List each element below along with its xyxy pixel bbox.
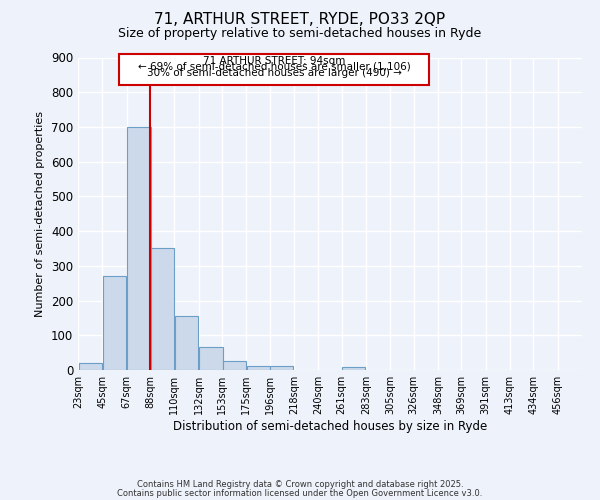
Bar	[342, 367, 365, 370]
Bar	[270, 366, 293, 370]
Bar	[79, 363, 102, 370]
Text: Contains public sector information licensed under the Open Government Licence v3: Contains public sector information licen…	[118, 488, 482, 498]
Bar	[199, 348, 223, 370]
Bar	[247, 366, 270, 370]
X-axis label: Distribution of semi-detached houses by size in Ryde: Distribution of semi-detached houses by …	[173, 420, 487, 433]
Bar	[223, 362, 246, 370]
Bar	[175, 316, 198, 370]
FancyBboxPatch shape	[119, 54, 429, 86]
Text: Contains HM Land Registry data © Crown copyright and database right 2025.: Contains HM Land Registry data © Crown c…	[137, 480, 463, 489]
Bar	[151, 248, 174, 370]
Text: ← 69% of semi-detached houses are smaller (1,106): ← 69% of semi-detached houses are smalle…	[137, 62, 410, 72]
Text: 71 ARTHUR STREET: 94sqm: 71 ARTHUR STREET: 94sqm	[203, 56, 345, 66]
Text: 71, ARTHUR STREET, RYDE, PO33 2QP: 71, ARTHUR STREET, RYDE, PO33 2QP	[154, 12, 446, 28]
Text: 30% of semi-detached houses are larger (490) →: 30% of semi-detached houses are larger (…	[146, 68, 401, 78]
Bar	[103, 276, 126, 370]
Bar	[127, 127, 151, 370]
Text: Size of property relative to semi-detached houses in Ryde: Size of property relative to semi-detach…	[118, 28, 482, 40]
Y-axis label: Number of semi-detached properties: Number of semi-detached properties	[35, 111, 46, 317]
